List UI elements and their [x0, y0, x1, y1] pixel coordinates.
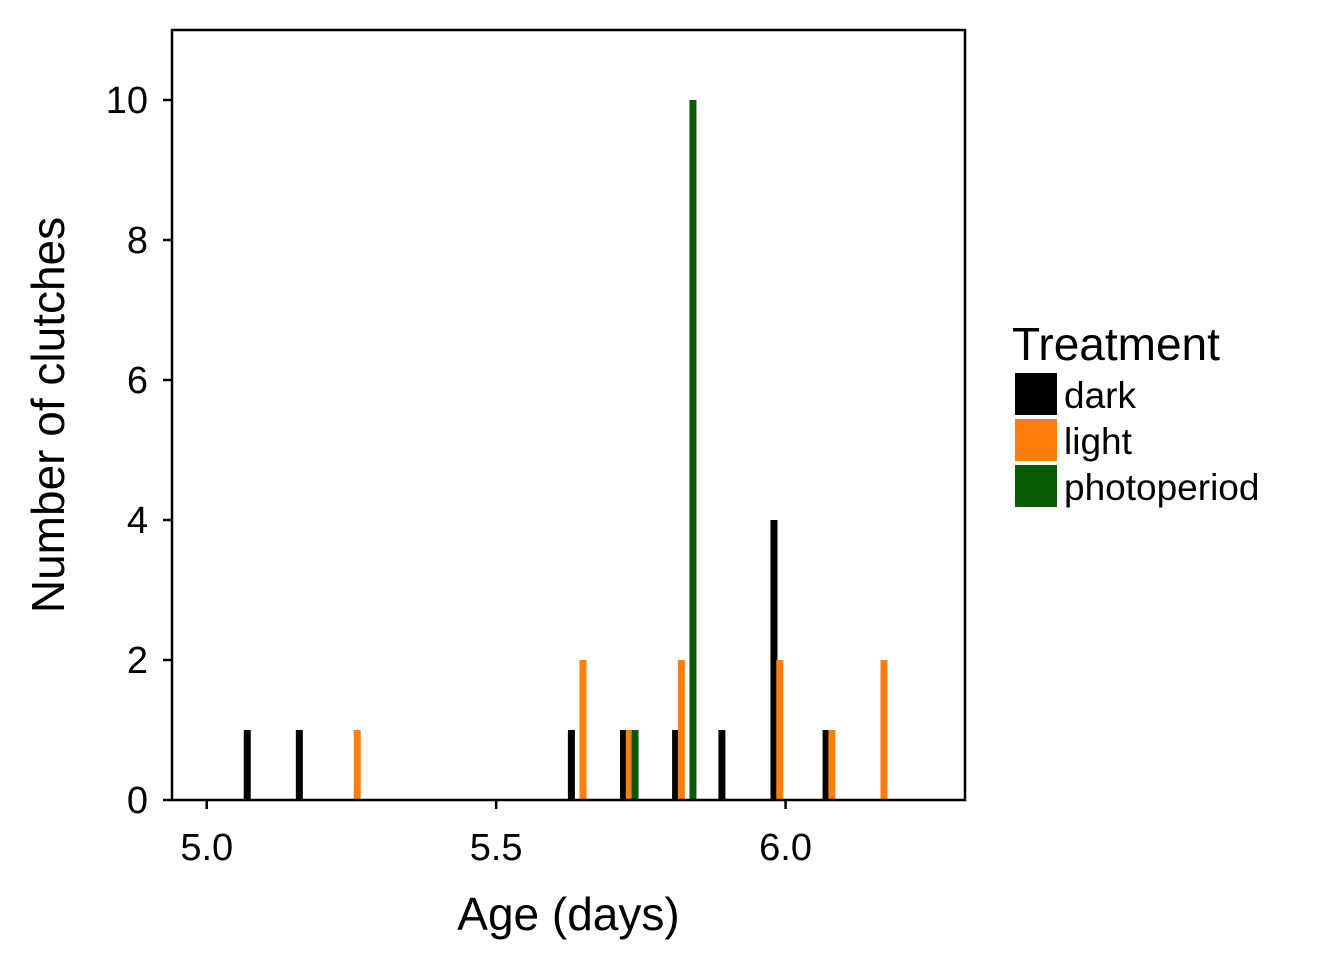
legend-items: dark light photoperiod: [1015, 373, 1259, 508]
bar-light-3: [677, 660, 685, 800]
bar-dark-0: [243, 730, 251, 800]
legend-label-light: light: [1064, 421, 1133, 462]
bar-photoperiod-0: [631, 730, 639, 800]
y-tick-label: 10: [106, 80, 148, 122]
bar-light-6: [880, 660, 888, 800]
bar-photoperiod-1: [689, 100, 697, 800]
y-tick-label: 0: [127, 780, 148, 822]
y-axis-title: Number of clutches: [22, 217, 74, 613]
bar-dark-6: [770, 520, 778, 800]
bar-light-1: [579, 660, 587, 800]
legend-label-dark: dark: [1064, 375, 1136, 416]
legend-label-photoperiod: photoperiod: [1064, 467, 1259, 508]
bar-light-4: [776, 660, 784, 800]
bar-light-2: [625, 730, 633, 800]
bar-dark-4: [672, 730, 680, 800]
bars-layer: [243, 100, 888, 800]
bar-light-5: [828, 730, 836, 800]
x-tick-label: 5.0: [180, 827, 233, 869]
x-axis-title: Age (days): [457, 888, 679, 940]
plot-panel-border: [170, 28, 967, 802]
legend-title: Treatment: [1012, 318, 1220, 370]
legend-swatch-dark: [1015, 373, 1057, 415]
y-tick-label: 8: [127, 220, 148, 262]
axis-ticks: 5.0 5.5 6.0 0 2 4 6 8 10: [106, 80, 812, 869]
bar-dark-2: [567, 730, 575, 800]
bar-dark-5: [718, 730, 726, 800]
y-tick-label: 4: [127, 500, 148, 542]
x-tick-label: 6.0: [759, 827, 812, 869]
x-tick-label: 5.5: [470, 827, 523, 869]
bar-dark-3: [619, 730, 627, 800]
y-tick-label: 6: [127, 360, 148, 402]
legend-swatch-photoperiod: [1015, 465, 1057, 507]
legend-swatch-light: [1015, 419, 1057, 461]
y-tick-label: 2: [127, 640, 148, 682]
bar-light-0: [353, 730, 361, 800]
bar-dark-7: [822, 730, 830, 800]
legend: Treatment dark light photoperiod: [1012, 318, 1259, 508]
bar-dark-1: [295, 730, 303, 800]
